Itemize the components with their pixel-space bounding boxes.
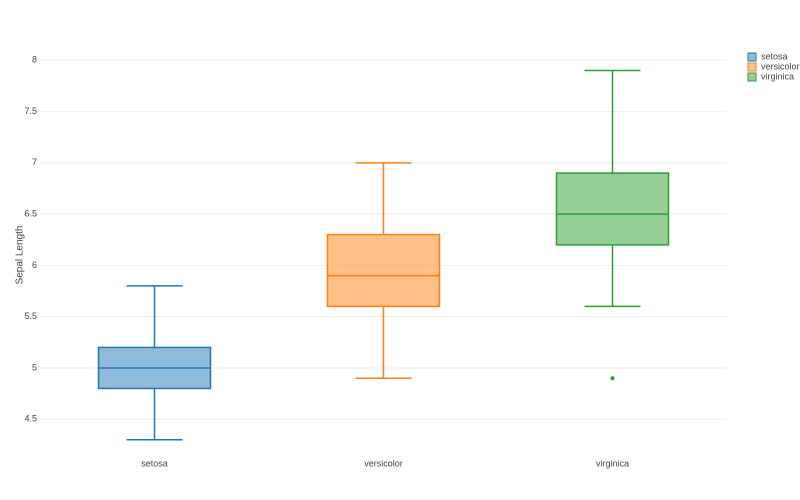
y-tick-label: 4.5 (24, 414, 37, 424)
legend-label[interactable]: versicolor (761, 61, 800, 71)
legend-label[interactable]: setosa (761, 51, 788, 61)
box (326, 233, 441, 308)
outlier (610, 376, 615, 381)
y-axis-title: Sepal Length (15, 226, 26, 285)
box (555, 172, 670, 246)
legend-swatch[interactable] (747, 52, 757, 62)
y-tick-label: 6.5 (24, 208, 37, 218)
x-tick-label: virginica (596, 458, 629, 468)
y-tick-label: 5.5 (24, 311, 37, 321)
x-tick-label: versicolor (364, 458, 403, 468)
y-tick-label: 5 (32, 362, 37, 372)
legend-swatch[interactable] (747, 72, 757, 82)
y-tick-label: 7.5 (24, 106, 37, 116)
x-tick-label: setosa (141, 458, 168, 468)
legend-swatch[interactable] (747, 62, 757, 72)
y-tick-label: 7 (32, 157, 37, 167)
y-tick-label: 6 (32, 260, 37, 270)
y-tick-label: 8 (32, 55, 37, 65)
legend-label[interactable]: virginica (761, 71, 794, 81)
